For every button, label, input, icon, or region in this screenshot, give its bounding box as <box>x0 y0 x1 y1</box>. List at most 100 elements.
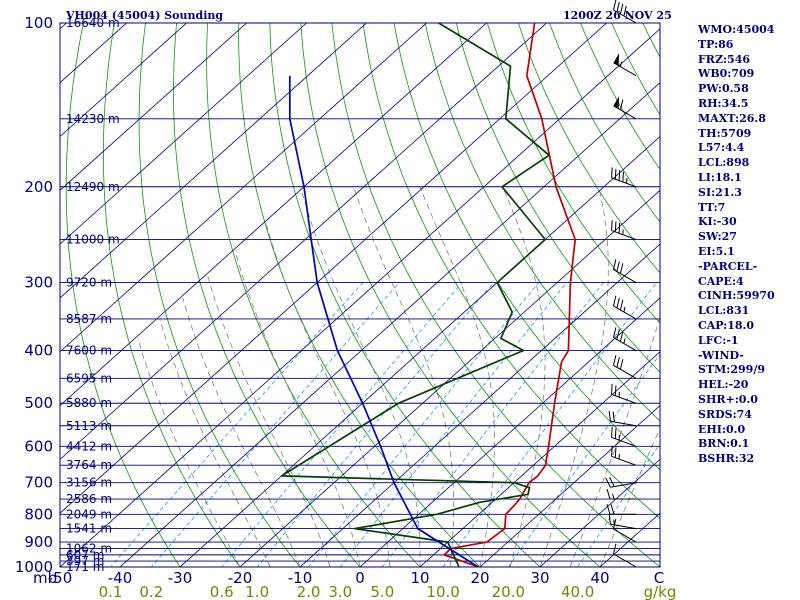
height-label: 1541 m <box>66 522 112 536</box>
isotherm <box>60 23 248 191</box>
wind-barb <box>608 513 637 530</box>
index-value: SW:27 <box>698 230 737 244</box>
index-value: LCL:831 <box>698 304 750 318</box>
index-value: LFC:-1 <box>698 333 739 347</box>
index-value: L57:4.4 <box>698 141 745 155</box>
pressure-tick-label: 500 <box>24 394 53 412</box>
index-value: SHR+:0.0 <box>698 392 758 406</box>
index-value: EI:5.1 <box>698 244 735 258</box>
mixing-ratio-line <box>150 282 400 567</box>
temperature-tick-label: 20 <box>470 569 489 587</box>
index-value: LI:18.1 <box>698 170 742 184</box>
wind-barbs <box>605 0 637 568</box>
height-label: 6595 m <box>66 371 112 385</box>
isotherm <box>60 23 548 460</box>
pressure-tick-label: 200 <box>24 178 53 196</box>
height-label: 3764 m <box>66 458 112 472</box>
height-label: 5113 m <box>66 419 112 433</box>
isotherm <box>179 135 660 567</box>
temperature-tick-label: -40 <box>108 569 133 587</box>
mixing-ratio-tick-label: 20.0 <box>492 583 525 600</box>
mixing-ratio-tick-label: 1.0 <box>245 583 269 600</box>
temperature-tick-label: 40 <box>590 569 609 587</box>
mixing-ratio-tick-label: 40.0 <box>561 583 594 600</box>
wind-barb <box>613 96 637 120</box>
moist-adiabat <box>182 297 301 567</box>
isotherm <box>60 23 368 299</box>
moist-adiabat <box>235 253 361 567</box>
mixing-ratio-line <box>442 282 657 567</box>
plot-frame <box>59 22 661 568</box>
pressure-axis: 1000 900 800 700 600 500 400 300 200 100 mb <box>15 14 57 587</box>
height-label: 7600 m <box>66 344 112 358</box>
index-value: TT:7 <box>698 200 726 214</box>
height-label: 3156 m <box>66 476 112 490</box>
dry-adiabat <box>331 23 660 567</box>
isotherm <box>479 405 660 567</box>
index-value: SRDS:74 <box>698 407 752 421</box>
dry-adiabat <box>238 23 481 567</box>
isobars <box>60 23 660 567</box>
height-label: 397 m <box>66 554 104 568</box>
isotherm <box>539 458 660 567</box>
pressure-tick-label: 800 <box>24 505 53 523</box>
pressure-tick-label: 900 <box>24 533 53 551</box>
index-value: BRN:0.1 <box>698 437 750 451</box>
index-value: WB0:709 <box>698 67 755 81</box>
dry-adiabat <box>173 23 361 567</box>
height-label: 14230 m <box>66 112 120 126</box>
wind-barb <box>612 0 637 24</box>
pressure-tick-label: 600 <box>24 437 53 455</box>
dewpoint-profile <box>280 23 550 567</box>
wind-barb <box>611 220 637 240</box>
temperature-tick-label: -20 <box>228 569 253 587</box>
isotherm <box>60 28 660 567</box>
parcel-profile <box>288 75 479 567</box>
dry-adiabat <box>424 23 660 422</box>
index-value: KI:-30 <box>698 215 737 229</box>
dry-adiabat <box>103 23 241 567</box>
index-value: -WIND- <box>698 348 744 362</box>
isotherm <box>60 23 188 138</box>
index-value: CINH:59970 <box>698 289 775 303</box>
height-label: 12490 m <box>66 180 120 194</box>
mixing-ratio-tick-label: 0.2 <box>139 583 163 600</box>
index-value: WMO:45004 <box>698 23 775 36</box>
isotherm <box>60 23 428 353</box>
mixing-ratio-axis: 0.1 0.2 0.6 1.0 2.0 3.0 5.0 10.0 20.0 40.0 g/kg <box>99 583 677 600</box>
height-label: 9720 m <box>66 276 112 290</box>
mixing-ratio-tick-label: 2.0 <box>297 583 321 600</box>
height-label: 2049 m <box>66 507 112 521</box>
temperature-tick-label: 10 <box>410 569 429 587</box>
moist-adiabat <box>353 186 455 567</box>
height-label: 171 m <box>66 560 104 574</box>
temperature-tick-label: -50 <box>48 569 73 587</box>
index-value: CAPE:4 <box>698 274 744 288</box>
temperature-tick-label: 0 <box>355 569 365 587</box>
wind-barb <box>611 167 637 188</box>
index-value: SI:21.3 <box>698 185 742 199</box>
index-value: TP:86 <box>698 37 734 51</box>
height-label: 2586 m <box>66 492 112 506</box>
wind-barb <box>612 355 637 379</box>
isotherm <box>60 23 608 514</box>
height-label: 1062 m <box>66 542 112 556</box>
moist-adiabat <box>539 186 609 567</box>
mixing-ratio-tick-label: 3.0 <box>328 583 352 600</box>
wind-barb <box>606 504 636 515</box>
height-label: 8587 m <box>66 312 112 326</box>
wind-barb <box>612 543 637 568</box>
height-label: 5880 m <box>66 396 112 410</box>
index-value: MAXT:26.8 <box>698 111 766 125</box>
moist-adiabat <box>137 338 241 567</box>
pressure-tick-label: 400 <box>24 342 53 360</box>
mixing-ratio-line <box>507 353 660 567</box>
mixing-ratio-line <box>109 282 364 567</box>
wind-barb <box>611 445 637 466</box>
height-label: 16640 m <box>66 16 120 30</box>
dry-adiabat <box>300 23 601 567</box>
mixing-ratio-tick-label: 10.0 <box>426 583 459 600</box>
isotherm <box>419 351 660 567</box>
dry-adiabat <box>486 23 660 324</box>
index-value: PW:0.58 <box>698 82 749 96</box>
